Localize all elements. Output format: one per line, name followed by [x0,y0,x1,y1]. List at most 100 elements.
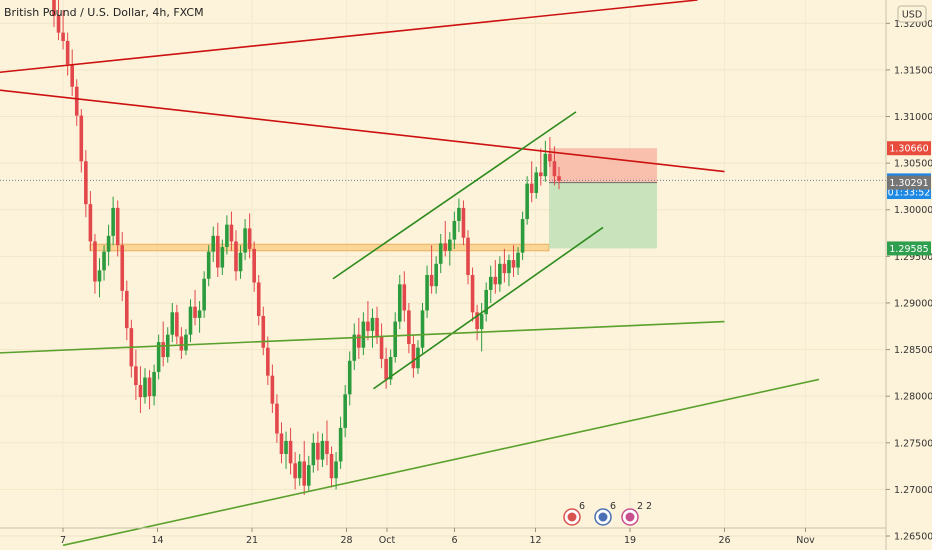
event-count: 2 [637,501,643,512]
candle-body [234,241,238,272]
candle-body [152,371,156,397]
chart-grid [0,22,886,537]
candle-body [74,86,79,116]
candle-body [325,440,329,454]
price-tick-label: 1.27000 [894,485,932,496]
candle-body [484,289,489,315]
candle-body [124,290,129,329]
candle-body [102,251,106,271]
time-tick-label: Nov [796,535,815,546]
price-tick-label: 1.32000 [894,19,932,30]
candle-body [134,366,138,385]
candle-body [247,228,252,249]
trend-line[interactable] [0,320,725,355]
trend-line[interactable] [0,87,725,173]
candle-body [479,314,484,330]
candle-body [243,228,247,253]
candle-body [306,465,311,486]
price-label-text: 01:33:52 [888,188,931,199]
candle-body [457,207,461,221]
price-tick-label: 1.28000 [894,392,932,403]
candle-body [147,377,152,397]
candle-body [193,306,197,318]
candle-body [434,263,438,287]
candle-body [548,153,552,162]
trend-line[interactable] [373,226,604,390]
candle-body [343,394,347,428]
event-flag-uk-icon[interactable]: 6 [563,501,585,526]
candle-body [79,115,84,162]
candle-body [402,284,407,311]
candle-body [539,172,543,177]
candle-body [466,237,470,275]
price-label-tag [887,141,931,156]
time-tick-label: Oct [379,535,396,546]
candle-body [529,183,534,193]
candle-body [115,207,120,246]
time-tick-label: 19 [624,535,636,546]
price-label-text: 1.30291 [889,178,928,189]
candle-body [557,176,561,181]
trend-line[interactable] [0,0,698,76]
time-tick-label: 7 [60,535,66,546]
candle-body [320,440,325,460]
price-tick-label: 1.30000 [894,205,932,216]
candle-body [156,342,161,372]
support-zone[interactable] [89,243,550,252]
chart-title: British Pound / U.S. Dollar, 4h, FXCM [4,6,204,19]
candle-body [375,317,379,337]
candle-body [120,245,125,291]
candle-body [197,310,202,318]
price-tick-label: 1.31500 [894,65,932,76]
price-tick-label: 1.28500 [894,345,932,356]
candle-body [65,41,70,65]
candle-body [52,0,56,16]
candle-body [316,442,320,460]
candle-body [93,241,97,282]
candle-body [379,336,384,359]
candle-body [202,278,206,311]
candle-body [261,316,266,348]
candle-body [502,263,507,274]
candle-body [534,172,539,193]
candle-body [370,317,375,331]
event-count: 6 [610,501,616,512]
trend-line[interactable] [332,111,577,280]
position-reward-zone[interactable] [549,182,657,249]
candle-body [61,32,65,42]
candle-body [238,252,243,272]
candle-body [420,310,425,348]
event-flag-mixed-icon[interactable]: 2 [621,501,643,526]
candle-body [206,251,211,279]
candle-body [170,312,175,335]
candle-body [229,224,234,242]
currency-label: USD [902,10,922,21]
time-axis: 7 14 21 28 Oct 6 12 19 26 Nov [60,528,815,546]
candle-body [361,321,366,348]
candle-body [525,183,529,220]
price-tick-label: 1.26500 [894,532,932,543]
candle-body [347,360,352,395]
candle-body [56,15,61,33]
candle-body [498,263,502,285]
candle-body [211,235,216,252]
candle-body [279,433,284,454]
currency-button[interactable]: USD [897,5,927,23]
candle-body [111,207,115,236]
candle-body [143,377,147,398]
candle-body [384,358,388,380]
candle-body [297,461,302,479]
event-count: 6 [579,501,585,512]
candle-body [179,336,184,351]
trend-line[interactable] [62,378,820,547]
candle-body [543,153,548,177]
candle-body [452,220,457,240]
candle-body [511,260,516,268]
candle-body [188,306,193,335]
event-flag-us-icon[interactable]: 6 [594,501,616,526]
time-tick-label: 21 [246,535,258,546]
candle-body [357,334,361,348]
